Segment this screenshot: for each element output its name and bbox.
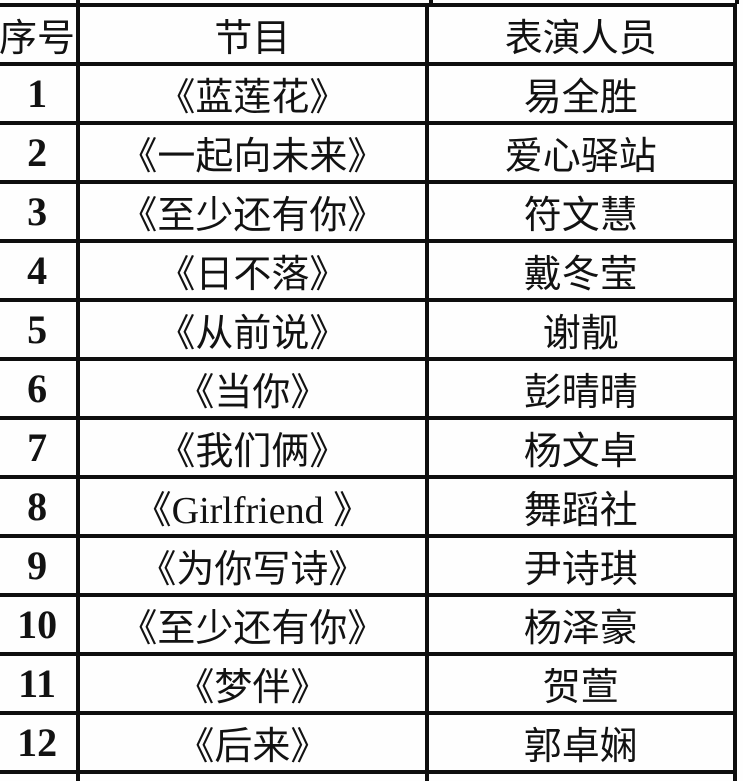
cell-program: 《日不落》 xyxy=(76,239,429,302)
cell-index: 4 xyxy=(0,239,81,302)
cell-program: 《至少还有你》 xyxy=(76,180,429,243)
cell-program: 《后来》 xyxy=(76,711,429,774)
cell-index: 1 xyxy=(0,62,81,125)
table-row: 12 《后来》 郭卓娴 xyxy=(0,711,738,774)
cell-program: 《蓝莲花》 xyxy=(76,62,429,125)
program-table: 序号 节目 表演人员 1 《蓝莲花》 易全胜 2 《一起向未来》 爱心驿站 3 《至少还有你》… xyxy=(0,3,738,781)
cell-index: 2 xyxy=(0,121,81,184)
table-row: 4 《日不落》 戴冬莹 xyxy=(0,239,738,302)
cell-performer: 舞蹈社 xyxy=(424,475,738,538)
cell-performer: 尹诗琪 xyxy=(424,534,738,597)
cell-index: 11 xyxy=(0,652,81,715)
table-row: 13《石家庄人》文婧萱 xyxy=(0,770,738,781)
table-row: 6 《当你》 彭晴晴 xyxy=(0,357,738,420)
cell-index: 13 xyxy=(0,770,81,781)
cell-performer: 贺萱 xyxy=(424,652,738,715)
header-performer: 表演人员 xyxy=(424,3,738,66)
cropped-right-border xyxy=(735,0,739,4)
cell-performer: 谢靓 xyxy=(424,298,738,361)
cell-program: 《为你写诗》 xyxy=(76,534,429,597)
table-row: 9 《为你写诗》 尹诗琪 xyxy=(0,534,738,597)
cell-performer: 戴冬莹 xyxy=(424,239,738,302)
cell-index: 7 xyxy=(0,416,81,479)
cell-performer: 郭卓娴 xyxy=(424,711,738,774)
cell-program: 《Girlfriend 》 xyxy=(76,475,429,538)
header-program: 节目 xyxy=(76,3,429,66)
cell-program: 《我们俩》 xyxy=(76,416,429,479)
cropped-column-divider-1 xyxy=(76,0,80,4)
cell-performer: 彭晴晴 xyxy=(424,357,738,420)
cell-index: 10 xyxy=(0,593,81,656)
cell-program: 《梦伴》 xyxy=(76,652,429,715)
header-index: 序号 xyxy=(0,3,81,66)
cell-program: 《一起向未来》 xyxy=(76,121,429,184)
table-row: 2 《一起向未来》 爱心驿站 xyxy=(0,121,738,184)
table-row: 8 《Girlfriend 》舞蹈社 xyxy=(0,475,738,538)
table-row: 5 《从前说》 谢靓 xyxy=(0,298,738,361)
cell-index: 9 xyxy=(0,534,81,597)
header-row: 序号 节目 表演人员 xyxy=(0,3,738,66)
cell-performer: 符文慧 xyxy=(424,180,738,243)
cell-index: 8 xyxy=(0,475,81,538)
cropped-column-divider-2 xyxy=(429,0,433,4)
cell-performer: 文婧萱 xyxy=(424,770,738,781)
cell-program: 《当你》 xyxy=(76,357,429,420)
cell-index: 12 xyxy=(0,711,81,774)
table-row: 3 《至少还有你》 符文慧 xyxy=(0,180,738,243)
table-row: 11 《梦伴》 贺萱 xyxy=(0,652,738,715)
cell-performer: 易全胜 xyxy=(424,62,738,125)
cell-index: 6 xyxy=(0,357,81,420)
cell-index: 5 xyxy=(0,298,81,361)
cell-performer: 杨文卓 xyxy=(424,416,738,479)
table-row: 1 《蓝莲花》 易全胜 xyxy=(0,62,738,125)
table-row: 10 《至少还有你》 杨泽豪 xyxy=(0,593,738,656)
cell-index: 3 xyxy=(0,180,81,243)
table-body: 1 《蓝莲花》 易全胜 2 《一起向未来》 爱心驿站 3 《至少还有你》 符文慧 4 《日不落》 戴冬… xyxy=(0,62,738,781)
table-row: 7 《我们俩》 杨文卓 xyxy=(0,416,738,479)
cell-program: 《至少还有你》 xyxy=(76,593,429,656)
cell-performer: 杨泽豪 xyxy=(424,593,738,656)
cell-performer: 爱心驿站 xyxy=(424,121,738,184)
cell-program: 《从前说》 xyxy=(76,298,429,361)
cell-program: 《石家庄人》 xyxy=(76,770,429,781)
table-header: 序号 节目 表演人员 xyxy=(0,3,738,66)
